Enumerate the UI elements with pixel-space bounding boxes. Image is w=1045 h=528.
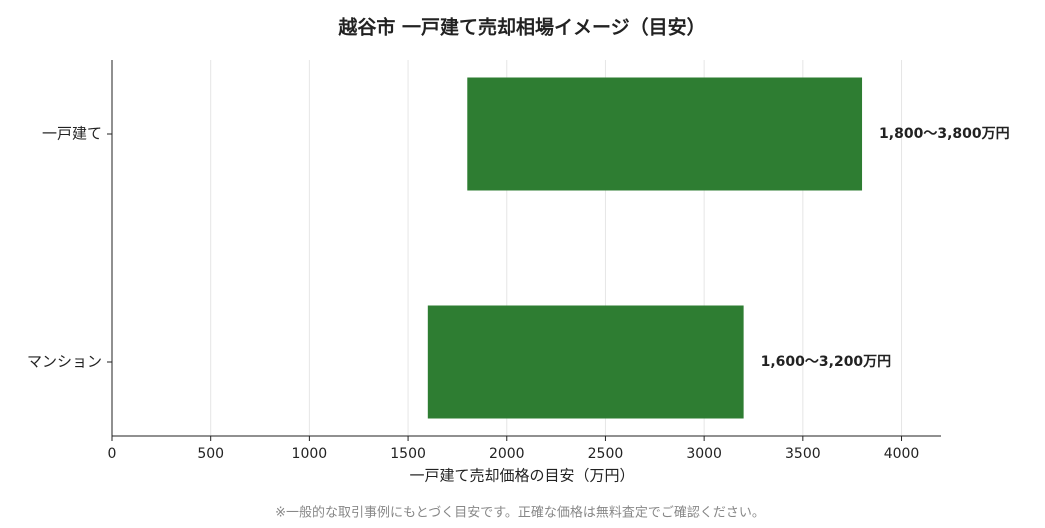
value-label: 1,600〜3,200万円 [761, 354, 892, 370]
value-label: 1,800〜3,800万円 [879, 126, 1010, 142]
y-tick-label: 一戸建て [42, 125, 102, 143]
chart-title: 越谷市 一戸建て売却相場イメージ（目安） [337, 16, 705, 39]
x-tick-label: 500 [197, 446, 224, 462]
x-tick-label: 4000 [884, 446, 920, 462]
bar [427, 305, 744, 419]
x-tick-label: 2500 [588, 446, 624, 462]
footnote: ※一般的な取引事例にもとづく目安です。正確な価格は無料査定でご確認ください。 [275, 505, 765, 521]
x-axis-label: 一戸建て売却価格の目安（万円） [409, 467, 634, 485]
bar [467, 77, 863, 191]
x-tick-label: 1000 [292, 446, 328, 462]
x-tick-label: 0 [108, 446, 117, 462]
x-tick-label: 2000 [489, 446, 525, 462]
x-tick-label: 1500 [390, 446, 426, 462]
x-tick-label: 3000 [686, 446, 722, 462]
y-tick-label: マンション [27, 353, 102, 371]
x-tick-label: 3500 [785, 446, 821, 462]
